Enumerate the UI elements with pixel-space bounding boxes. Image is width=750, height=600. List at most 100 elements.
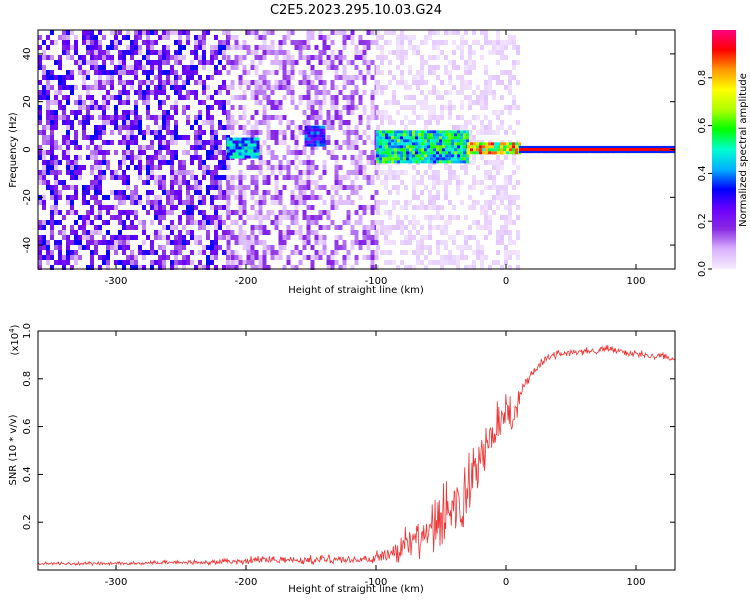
heatmap-cell	[134, 100, 138, 105]
heatmap-cell	[262, 140, 267, 145]
heatmap-cell	[266, 130, 271, 135]
heatmap-cell	[282, 265, 287, 270]
heatmap-cell	[42, 150, 46, 155]
heatmap-cell	[504, 40, 508, 45]
heatmap-cell	[186, 170, 190, 175]
heatmap-cell	[436, 215, 440, 220]
heatmap-cell	[282, 175, 287, 180]
heatmap-cell	[482, 151, 485, 155]
heatmap-cell	[400, 154, 403, 158]
heatmap-cell	[258, 60, 263, 65]
heatmap-cell	[445, 133, 448, 137]
heatmap-cell	[158, 220, 162, 225]
heatmap-cell	[452, 105, 456, 110]
heatmap-cell	[382, 136, 385, 140]
heatmap-cell	[210, 125, 214, 130]
heatmap-cell	[416, 205, 420, 210]
heatmap-cell	[110, 115, 114, 120]
heatmap-cell	[314, 180, 319, 185]
heatmap-cell	[451, 136, 454, 140]
heatmap-cell	[484, 255, 488, 260]
heatmap-cell	[456, 175, 460, 180]
heatmap-cell	[444, 105, 448, 110]
heatmap-cell	[370, 30, 375, 35]
heatmap-cell	[54, 220, 58, 225]
heatmap-cell	[118, 230, 122, 235]
heatmap-cell	[318, 60, 323, 65]
heatmap-cell	[238, 105, 243, 110]
heatmap-cell	[396, 80, 400, 85]
heatmap-cell	[174, 100, 178, 105]
heatmap-cell	[500, 80, 504, 85]
heatmap-cell	[428, 115, 432, 120]
heatmap-cell	[330, 155, 335, 160]
heatmap-cell	[106, 80, 110, 85]
heatmap-cell	[274, 115, 279, 120]
heatmap-cell	[460, 145, 463, 149]
heatmap-cell	[70, 250, 74, 255]
heatmap-cell	[406, 133, 409, 137]
heatmap-cell	[138, 95, 142, 100]
heatmap-cell	[354, 125, 359, 130]
heatmap-cell	[50, 110, 54, 115]
heatmap-cell	[206, 165, 210, 170]
heatmap-cell	[404, 200, 408, 205]
heatmap-cell	[468, 85, 472, 90]
heatmap-cell	[266, 190, 271, 195]
heatmap-cell	[421, 133, 424, 137]
heatmap-cell	[420, 205, 424, 210]
heatmap-cell	[162, 180, 166, 185]
heatmap-cell	[110, 175, 114, 180]
heatmap-cell	[230, 230, 235, 235]
heatmap-cell	[448, 75, 452, 80]
heatmap-cell	[250, 50, 255, 55]
heatmap-cell	[448, 60, 452, 65]
heatmap-cell	[82, 220, 86, 225]
heatmap-cell	[384, 30, 388, 35]
heatmap-cell	[302, 55, 307, 60]
heatmap-cell	[504, 230, 508, 235]
heatmap-cell	[376, 210, 380, 215]
heatmap-cell	[74, 130, 78, 135]
heatmap-cell	[370, 265, 375, 270]
heatmap-cell	[391, 142, 394, 146]
heatmap-cell	[118, 60, 122, 65]
heatmap-cell	[194, 95, 198, 100]
heatmap-cell	[290, 55, 295, 60]
heatmap-cell	[134, 200, 138, 205]
heatmap-cell	[86, 85, 90, 90]
heatmap-cell	[230, 125, 235, 130]
heatmap-cell	[258, 240, 263, 245]
heatmap-cell	[166, 50, 170, 55]
heatmap-cell	[322, 60, 327, 65]
heatmap-cell	[94, 195, 98, 200]
heatmap-cell	[154, 210, 158, 215]
heatmap-cell	[330, 30, 335, 35]
heatmap-cell	[400, 35, 404, 40]
heatmap-cell	[50, 85, 54, 90]
heatmap-cell	[118, 175, 122, 180]
heatmap-cell	[170, 135, 174, 140]
heatmap-cell	[134, 140, 138, 145]
heatmap-cell	[314, 100, 319, 105]
heatmap-cell	[178, 55, 182, 60]
heatmap-cell	[420, 250, 424, 255]
heatmap-cell	[400, 148, 403, 152]
heatmap-cell	[282, 215, 287, 220]
heatmap-cell	[394, 133, 397, 137]
heatmap-cell	[254, 135, 259, 140]
heatmap-cell	[444, 190, 448, 195]
heatmap-cell	[126, 235, 130, 240]
heatmap-cell	[274, 175, 279, 180]
heatmap-cell	[319, 143, 323, 147]
heatmap-cell	[362, 80, 367, 85]
heatmap-cell	[126, 65, 130, 70]
heatmap-cell	[306, 40, 311, 45]
heatmap-cell	[146, 50, 150, 55]
heatmap-cell	[354, 190, 359, 195]
heatmap-cell	[150, 90, 154, 95]
heatmap-cell	[142, 230, 146, 235]
heatmap-cell	[202, 140, 206, 145]
heatmap-cell	[186, 185, 190, 190]
heatmap-cell	[452, 65, 456, 70]
